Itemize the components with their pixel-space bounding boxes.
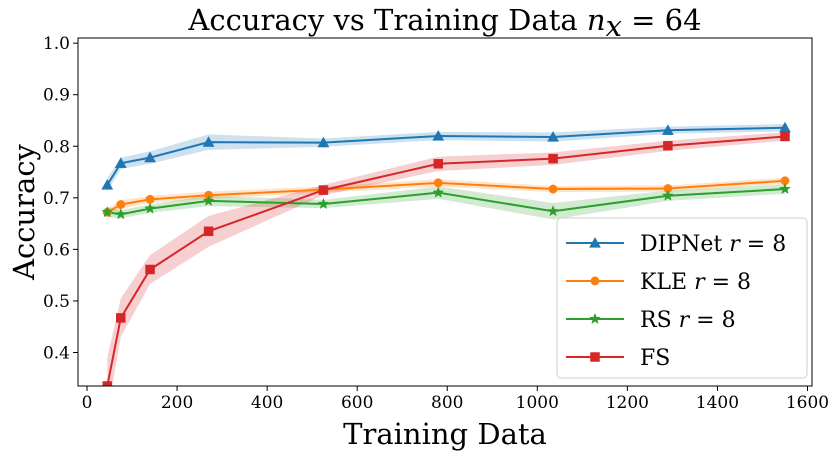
dipnet-point — [144, 151, 156, 163]
y-tick-label: 1.0 — [43, 34, 70, 54]
kle-point — [145, 194, 155, 204]
y-tick-label: 0.8 — [43, 137, 70, 157]
legend-box — [556, 217, 808, 379]
legend-rs-marker — [589, 312, 601, 325]
fs-point — [780, 131, 790, 142]
rs-point — [547, 205, 559, 217]
rs-point — [144, 202, 156, 214]
chart-title-suffix: = 64 — [622, 3, 702, 37]
x-tick-label: 400 — [251, 393, 283, 413]
rs-point — [432, 186, 445, 198]
rs-point — [202, 194, 215, 206]
y-axis-label: Accuracy — [7, 143, 41, 280]
y-tick-label: 0.4 — [43, 343, 70, 363]
x-axis-label: Training Data — [343, 417, 547, 451]
dipnet-point — [432, 129, 445, 141]
x-tick-label: 600 — [341, 393, 373, 413]
x-tick-label: 1600 — [786, 393, 829, 413]
dipnet-point — [202, 136, 215, 147]
fs-point — [102, 381, 113, 386]
x-tick-label: 200 — [161, 393, 193, 413]
fs-point — [663, 141, 673, 151]
legend-kle-marker — [590, 276, 600, 286]
legend-fs-marker — [590, 352, 600, 362]
kle-point — [116, 200, 126, 209]
legend-items: DIPNet r = 8 KLE r = 8 RS r = 8 FS — [566, 232, 786, 371]
kle-confidence-band — [107, 177, 785, 217]
dipnet-point — [101, 178, 114, 190]
x-tick-label: 1000 — [516, 393, 559, 413]
fs-point — [203, 226, 214, 237]
x-axis-ticks: 0 200 400 600 800 1000 1200 1400 1600 — [82, 386, 829, 413]
plot-frame — [77, 37, 813, 387]
x-tick-label: 0 — [82, 393, 93, 413]
fs-point — [433, 159, 443, 169]
x-tick-label: 1200 — [606, 393, 649, 413]
y-axis-ticks: 0.4 0.5 0.6 0.7 0.8 0.9 1.0 — [43, 34, 78, 363]
rs-point — [101, 206, 114, 218]
rs-point — [779, 182, 791, 195]
x-tick-label: 800 — [431, 393, 463, 413]
chart-title-math: n — [587, 3, 606, 37]
kle-point — [433, 178, 443, 188]
y-tick-label: 0.5 — [43, 292, 70, 312]
legend-kle-label: KLE r = 8 — [640, 270, 751, 295]
dipnet-point — [661, 124, 674, 135]
chart-title: Accuracy vs Training Data nx = 64 — [187, 3, 701, 43]
rs-point — [661, 189, 674, 201]
series-markers — [101, 121, 791, 386]
legend-dipnet-label: DIPNet r = 8 — [640, 232, 786, 257]
legend-fs-label: FS — [640, 346, 670, 371]
rs-point — [114, 208, 127, 220]
legend: DIPNet r = 8 KLE r = 8 RS r = 8 FS — [556, 217, 808, 379]
dipnet-point — [114, 157, 127, 168]
dipnet-point — [317, 136, 330, 148]
y-tick-label: 0.9 — [43, 86, 70, 106]
dipnet-point — [547, 130, 559, 142]
fs-point — [145, 264, 155, 275]
x-tick-label: 1400 — [696, 393, 739, 413]
legend-rs-label: RS r = 8 — [640, 308, 736, 333]
y-tick-label: 0.7 — [43, 189, 70, 209]
rs-point — [317, 197, 330, 210]
chart-title-text: Accuracy vs Training Data — [187, 3, 577, 37]
dipnet-confidence-band — [107, 124, 785, 192]
fs-point — [116, 313, 126, 323]
fs-point — [318, 185, 329, 195]
chart-title-math-sub: x — [606, 9, 622, 43]
legend-dipnet-marker — [589, 236, 601, 248]
kle-point — [548, 184, 558, 194]
y-tick-label: 0.6 — [43, 240, 70, 260]
fs-point — [548, 153, 558, 164]
